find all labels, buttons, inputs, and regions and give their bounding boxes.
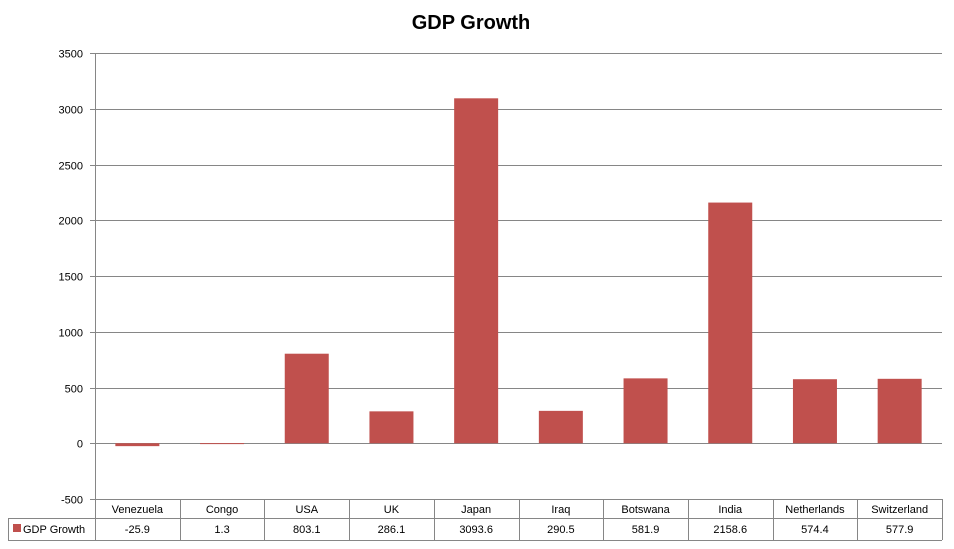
y-tick-label: 1500 xyxy=(59,272,83,284)
bar-usa xyxy=(284,353,329,444)
y-tick-label: 500 xyxy=(65,384,83,396)
bar-switzerland xyxy=(877,378,922,444)
data-label: 290.5 xyxy=(547,524,575,536)
data-label: 577.9 xyxy=(886,524,914,536)
data-label: 1.3 xyxy=(214,524,229,536)
bar-venezuela xyxy=(115,443,160,447)
y-tick-label: 2000 xyxy=(59,216,83,228)
x-category-label: India xyxy=(718,504,743,516)
x-category-label: Switzerland xyxy=(871,504,928,516)
legend-key xyxy=(13,524,21,532)
x-category-label: Botswana xyxy=(621,504,670,516)
y-tick-label: 1000 xyxy=(59,328,83,340)
data-label: 2158.6 xyxy=(713,524,747,536)
bar-india xyxy=(708,202,753,444)
y-tick-label: 3500 xyxy=(59,49,83,61)
y-tick-label: 0 xyxy=(77,439,83,451)
x-category-label: UK xyxy=(384,504,400,516)
legend-label: GDP Growth xyxy=(23,524,85,536)
data-label: 3093.6 xyxy=(459,524,493,536)
bar-japan xyxy=(454,98,499,444)
data-label: 286.1 xyxy=(378,524,406,536)
bar-botswana xyxy=(623,378,668,444)
chart-title: GDP Growth xyxy=(412,12,531,34)
bar-netherlands xyxy=(792,379,837,444)
data-label: 574.4 xyxy=(801,524,829,536)
x-category-label: Netherlands xyxy=(785,504,845,516)
x-category-label: Venezuela xyxy=(112,504,164,516)
x-category-label: Iraq xyxy=(551,504,570,516)
data-label: 803.1 xyxy=(293,524,321,536)
data-label: -25.9 xyxy=(125,524,150,536)
x-category-label: USA xyxy=(295,504,318,516)
y-tick-label: 3000 xyxy=(59,105,83,117)
y-tick-label: -500 xyxy=(61,495,83,507)
bar-iraq xyxy=(538,410,583,444)
bar-uk xyxy=(369,411,414,444)
data-label: 581.9 xyxy=(632,524,660,536)
y-tick-label: 2500 xyxy=(59,161,83,173)
x-category-label: Japan xyxy=(461,504,491,516)
bar-congo xyxy=(200,443,245,445)
x-category-label: Congo xyxy=(206,504,238,516)
